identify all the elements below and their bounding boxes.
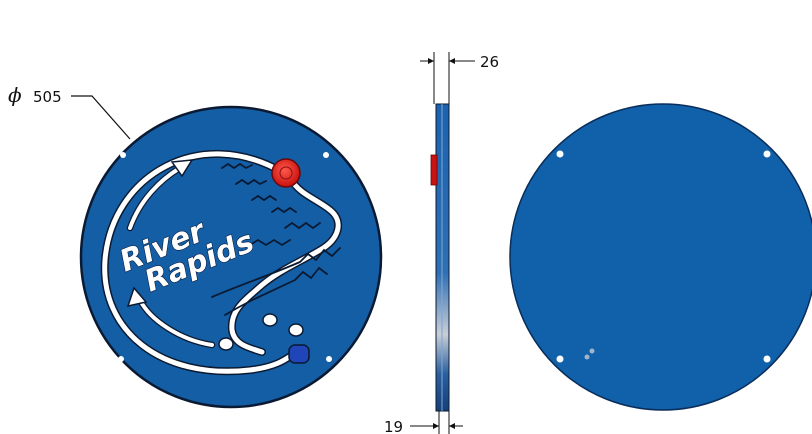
- thickness-top-value: 26: [480, 53, 499, 71]
- bolt-head: [584, 354, 590, 360]
- side-view: 26 19: [384, 52, 499, 434]
- mounting-hole: [556, 355, 564, 363]
- back-disc: [509, 103, 812, 411]
- diameter-symbol: ϕ: [8, 83, 22, 107]
- mounting-hole: [763, 150, 771, 158]
- arrow-upper-head: [170, 159, 194, 178]
- thickness-bottom-value: 19: [384, 418, 403, 434]
- red-knob: [271, 158, 301, 188]
- bolt-head: [589, 348, 595, 354]
- mounting-hole: [326, 356, 332, 362]
- rock: [218, 337, 234, 351]
- mounting-hole: [323, 152, 329, 158]
- diameter-callout: ϕ 505: [8, 83, 131, 140]
- back-view: [509, 103, 812, 411]
- front-view: River Rapids: [79, 105, 383, 409]
- diameter-leader: [71, 95, 131, 140]
- side-red-knob: [430, 154, 438, 186]
- arrow-lower-head: [126, 286, 148, 308]
- wave-lines: [211, 162, 341, 316]
- mounting-hole: [120, 152, 126, 158]
- mounting-hole: [763, 355, 771, 363]
- front-disc: [79, 105, 383, 409]
- blue-knob: [288, 344, 310, 364]
- diameter-value: 505: [33, 88, 62, 106]
- mounting-hole: [118, 356, 124, 362]
- mounting-hole: [556, 150, 564, 158]
- rock: [262, 313, 278, 327]
- rock: [288, 323, 304, 337]
